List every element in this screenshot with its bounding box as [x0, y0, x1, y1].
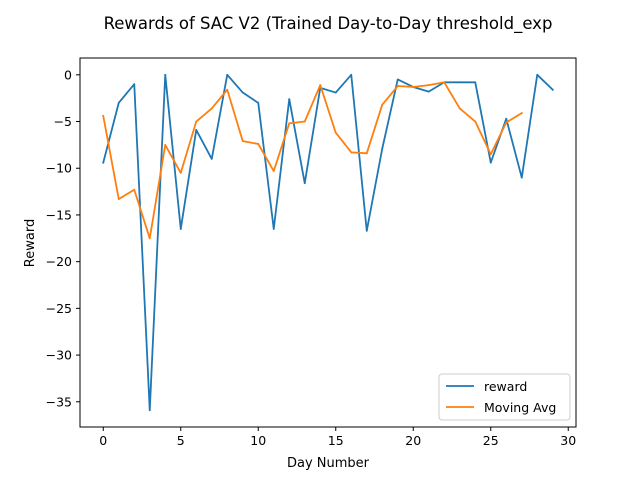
- data-point-reward: [210, 157, 213, 160]
- data-point-moving-avg: [210, 107, 213, 110]
- data-point-reward: [226, 73, 229, 76]
- legend: reward Moving Avg: [438, 373, 571, 421]
- data-point-reward: [148, 409, 151, 412]
- x-tick-label: 30: [560, 433, 576, 448]
- series-line-moving-avg: [102, 81, 523, 240]
- y-axis-label: Reward: [23, 219, 38, 267]
- data-point-moving-avg: [133, 188, 136, 191]
- data-point-moving-avg: [350, 151, 353, 154]
- data-point-moving-avg: [505, 121, 508, 124]
- data-point-reward: [303, 182, 306, 185]
- data-point-moving-avg: [365, 152, 368, 155]
- data-point-moving-avg: [427, 84, 430, 86]
- data-point-reward: [396, 78, 399, 81]
- data-point-reward: [489, 161, 492, 164]
- x-tick-label: 10: [250, 433, 266, 448]
- data-point-reward: [458, 81, 461, 84]
- plot-frame: [79, 57, 577, 428]
- data-point-reward: [381, 147, 384, 150]
- x-tick-label: 5: [177, 433, 185, 448]
- data-point-moving-avg: [257, 143, 260, 145]
- legend-label-moving-avg: Moving Avg: [484, 400, 556, 415]
- data-point-moving-avg: [272, 170, 275, 172]
- data-point-reward: [257, 101, 260, 104]
- data-point-moving-avg: [117, 198, 120, 200]
- data-point-moving-avg: [319, 84, 322, 86]
- data-point-moving-avg: [148, 237, 151, 240]
- data-point-reward: [536, 73, 539, 76]
- y-axis-ticks: 0 −5 −10 −15 −20 −25 −30 −35: [46, 67, 80, 409]
- data-point-moving-avg: [303, 120, 306, 123]
- data-point-reward: [474, 81, 477, 84]
- data-point-reward: [350, 73, 353, 76]
- data-point-reward: [195, 129, 198, 131]
- y-tick-label: 0: [64, 67, 72, 82]
- data-point-moving-avg: [520, 112, 523, 115]
- data-point-moving-avg: [102, 115, 105, 117]
- data-point-reward: [164, 73, 167, 76]
- data-point-moving-avg: [412, 86, 415, 88]
- data-point-reward: [505, 117, 508, 120]
- data-point-moving-avg: [195, 120, 198, 123]
- x-tick-label: 25: [483, 433, 499, 448]
- data-point-moving-avg: [179, 172, 182, 174]
- data-point-moving-avg: [334, 131, 337, 134]
- data-point-moving-avg: [396, 85, 399, 87]
- data-point-reward: [102, 161, 105, 164]
- y-tick-label: −35: [46, 394, 72, 409]
- data-point-reward: [427, 90, 430, 93]
- data-point-moving-avg: [458, 107, 461, 110]
- data-point-moving-avg: [288, 122, 291, 125]
- data-point-reward: [241, 91, 244, 94]
- data-point-moving-avg: [164, 143, 167, 146]
- y-tick-label: −5: [54, 114, 72, 129]
- data-point-reward: [117, 101, 120, 104]
- data-point-reward: [551, 88, 554, 91]
- data-point-moving-avg: [226, 88, 229, 91]
- x-tick-label: 20: [405, 433, 421, 448]
- data-point-reward: [288, 98, 291, 100]
- data-point-moving-avg: [443, 81, 446, 84]
- data-point-reward: [179, 228, 182, 230]
- series-layer: [102, 73, 555, 412]
- y-tick-label: −15: [46, 207, 72, 222]
- legend-label-reward: reward: [484, 379, 527, 394]
- data-point-moving-avg: [241, 140, 244, 143]
- series-line-reward: [102, 73, 555, 412]
- x-tick-label: 0: [99, 433, 107, 448]
- data-point-moving-avg: [474, 120, 477, 123]
- x-axis-ticks: 0 5 10 15 20 25 30: [99, 427, 576, 448]
- data-point-reward: [133, 83, 136, 86]
- data-point-reward: [334, 91, 337, 94]
- y-tick-label: −10: [46, 161, 72, 176]
- data-point-reward: [520, 176, 523, 179]
- y-tick-label: −30: [46, 348, 72, 363]
- x-tick-label: 15: [328, 433, 344, 448]
- x-axis-label: Day Number: [287, 456, 370, 471]
- data-point-reward: [272, 228, 275, 230]
- y-tick-label: −25: [46, 301, 72, 316]
- data-point-moving-avg: [381, 103, 384, 106]
- data-point-moving-avg: [489, 153, 492, 156]
- chart-title: Rewards of SAC V2 (Trained Day-to-Day th…: [104, 14, 553, 34]
- y-tick-label: −20: [46, 254, 72, 269]
- data-point-reward: [365, 229, 368, 232]
